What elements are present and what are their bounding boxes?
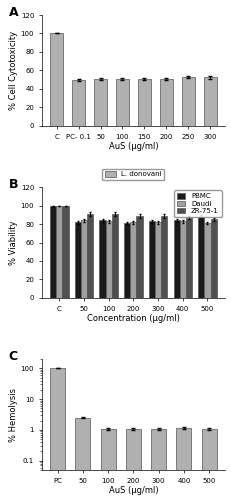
Bar	[203, 78, 216, 126]
Bar	[159, 79, 172, 126]
Bar	[56, 206, 62, 298]
X-axis label: Concentration (μg/ml): Concentration (μg/ml)	[87, 314, 179, 324]
Bar	[197, 216, 204, 298]
Bar	[154, 222, 161, 298]
Bar	[204, 223, 210, 298]
Bar	[125, 430, 140, 500]
Bar	[179, 221, 185, 298]
Bar	[75, 418, 90, 500]
Bar	[210, 220, 216, 298]
Legend: L. donovani: L. donovani	[102, 168, 164, 180]
Bar	[201, 428, 216, 500]
Bar	[50, 368, 65, 500]
Y-axis label: % Viability: % Viability	[9, 220, 18, 265]
Legend: PBMC, Daudi, ZR-75-1: PBMC, Daudi, ZR-75-1	[174, 190, 221, 217]
X-axis label: AuS (μg/ml): AuS (μg/ml)	[108, 142, 158, 152]
Bar	[185, 218, 191, 298]
Text: C: C	[9, 350, 18, 363]
Bar	[62, 206, 68, 298]
Bar	[72, 80, 85, 126]
Bar	[137, 79, 150, 126]
Bar	[81, 220, 87, 298]
Bar	[74, 222, 81, 298]
Bar	[150, 428, 165, 500]
Bar	[111, 214, 118, 298]
Text: B: B	[9, 178, 18, 191]
Bar	[176, 428, 191, 500]
Bar	[87, 214, 93, 298]
Bar	[50, 206, 56, 298]
Bar	[50, 34, 63, 126]
Bar	[173, 220, 179, 298]
Bar	[124, 223, 130, 298]
Bar	[105, 221, 111, 298]
Bar	[100, 428, 115, 500]
X-axis label: AuS (μg/ml): AuS (μg/ml)	[108, 486, 158, 496]
Y-axis label: % Hemolysis: % Hemolysis	[9, 388, 18, 442]
Bar	[99, 220, 105, 298]
Bar	[161, 216, 167, 298]
Text: A: A	[9, 6, 18, 19]
Bar	[148, 221, 154, 298]
Bar	[181, 77, 194, 126]
Bar	[136, 216, 142, 298]
Bar	[115, 79, 128, 126]
Bar	[94, 80, 107, 126]
Bar	[130, 222, 136, 298]
Y-axis label: % Cell Cytotoxicity: % Cell Cytotoxicity	[9, 31, 18, 110]
